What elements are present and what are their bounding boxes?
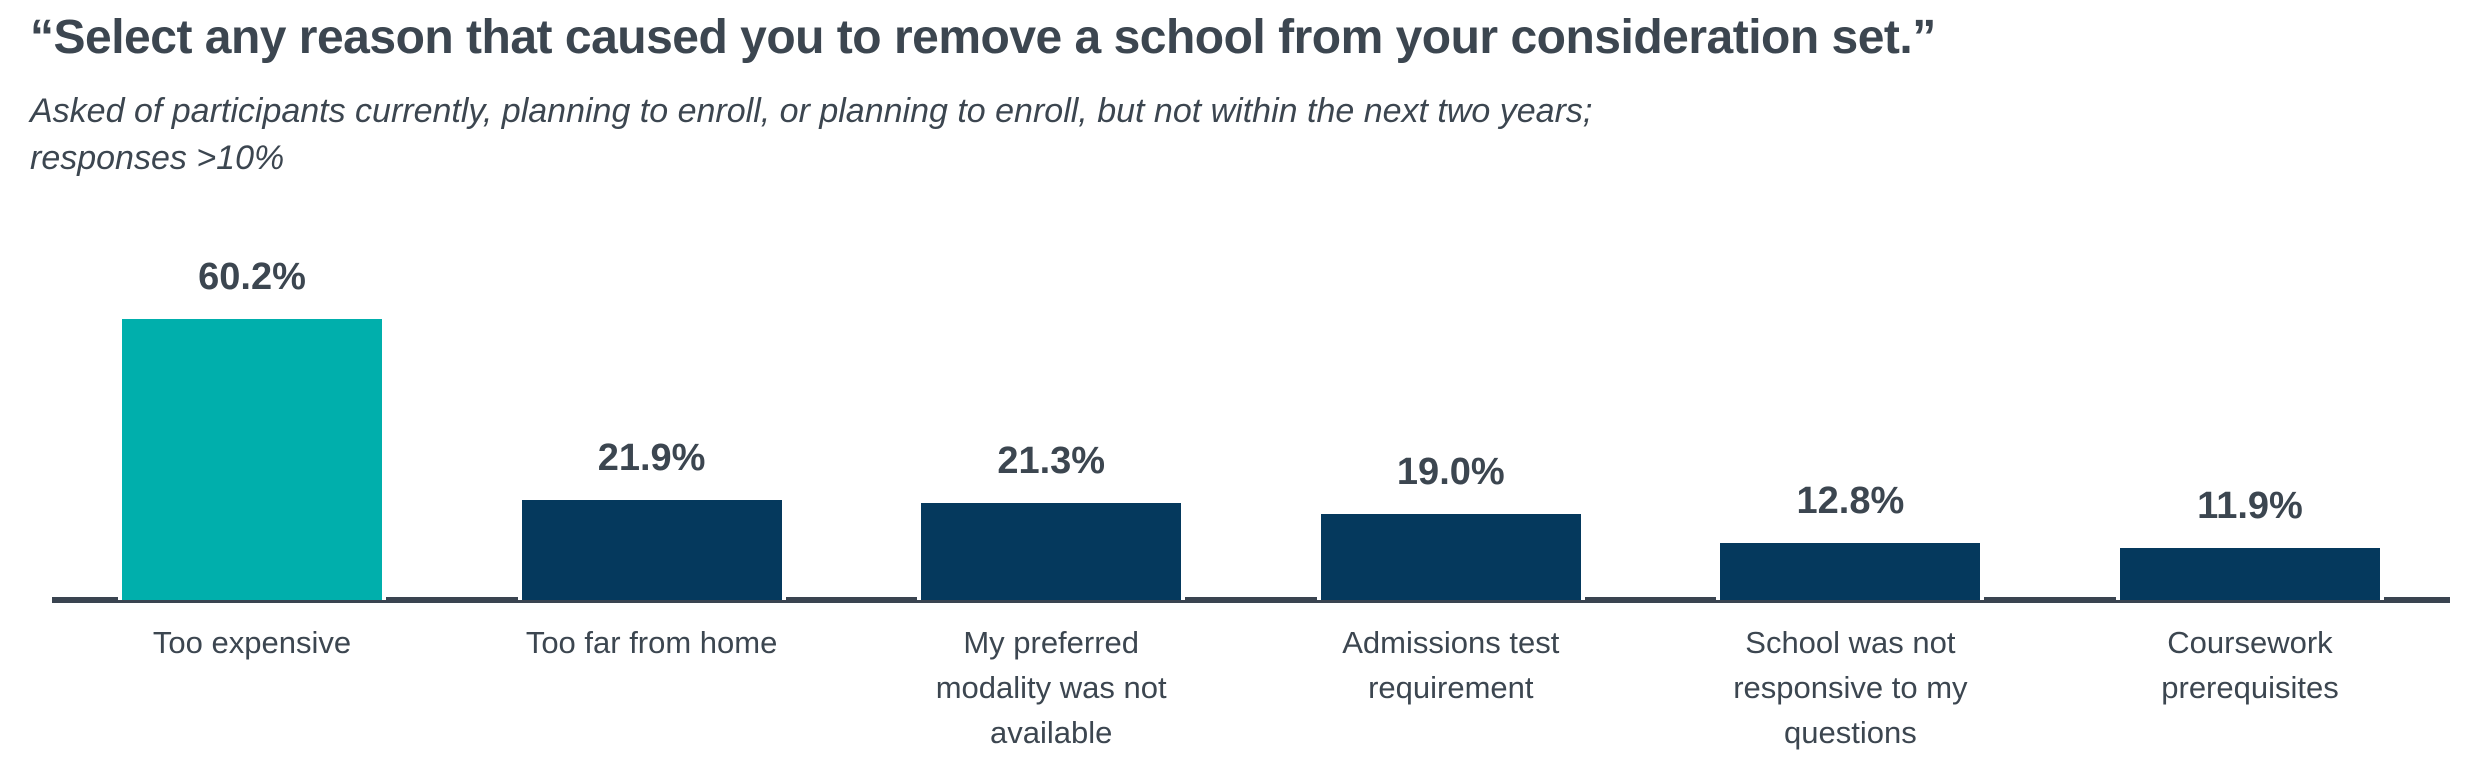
bar-category-label-school-was-not: School was not responsive to my question… [1733, 625, 1968, 750]
bar-group-school-was-not: 12.8% [1716, 480, 1985, 600]
bar-group-too-far-from-home: 21.9% [517, 437, 786, 600]
bar-admissions-test [1316, 510, 1585, 600]
bar-value-label: 60.2% [198, 256, 306, 298]
bar-category-label-too-far-from-home: Too far from home [525, 625, 778, 660]
bar-value-label: 12.8% [1796, 480, 1905, 522]
chart-subtitle: Asked of participants currently, plannin… [30, 92, 1593, 177]
bar-value-label: 11.9% [2197, 485, 2303, 527]
bar-group-coursework: 11.9% [2116, 486, 2384, 600]
bar-my-preferred [917, 499, 1186, 600]
bar-coursework [2116, 544, 2384, 600]
bar-group-admissions-test: 19.0% [1316, 451, 1585, 600]
x-axis-line [52, 597, 2450, 603]
bar-category-label-too-expensive: Too expensive [152, 625, 352, 660]
bar-group-too-expensive: 60.2% [118, 257, 386, 600]
bar-group-my-preferred: 21.3% [917, 440, 1186, 600]
bar-value-label: 19.0% [1396, 451, 1505, 493]
chart-title: “Select any reason that caused you to re… [30, 11, 1936, 64]
bar-too-expensive [118, 315, 386, 600]
bar-value-label: 21.9% [597, 437, 706, 479]
bar-category-label-coursework: Coursework prerequisites [2161, 625, 2339, 705]
bar-value-label: 21.3% [997, 440, 1106, 482]
bar-too-far-from-home [517, 496, 786, 600]
bar-category-label-admissions-test: Admissions test requirement [1342, 625, 1560, 705]
bar-school-was-not [1716, 539, 1985, 600]
bar-category-label-my-preferred: My preferred modality was not available [935, 625, 1167, 750]
